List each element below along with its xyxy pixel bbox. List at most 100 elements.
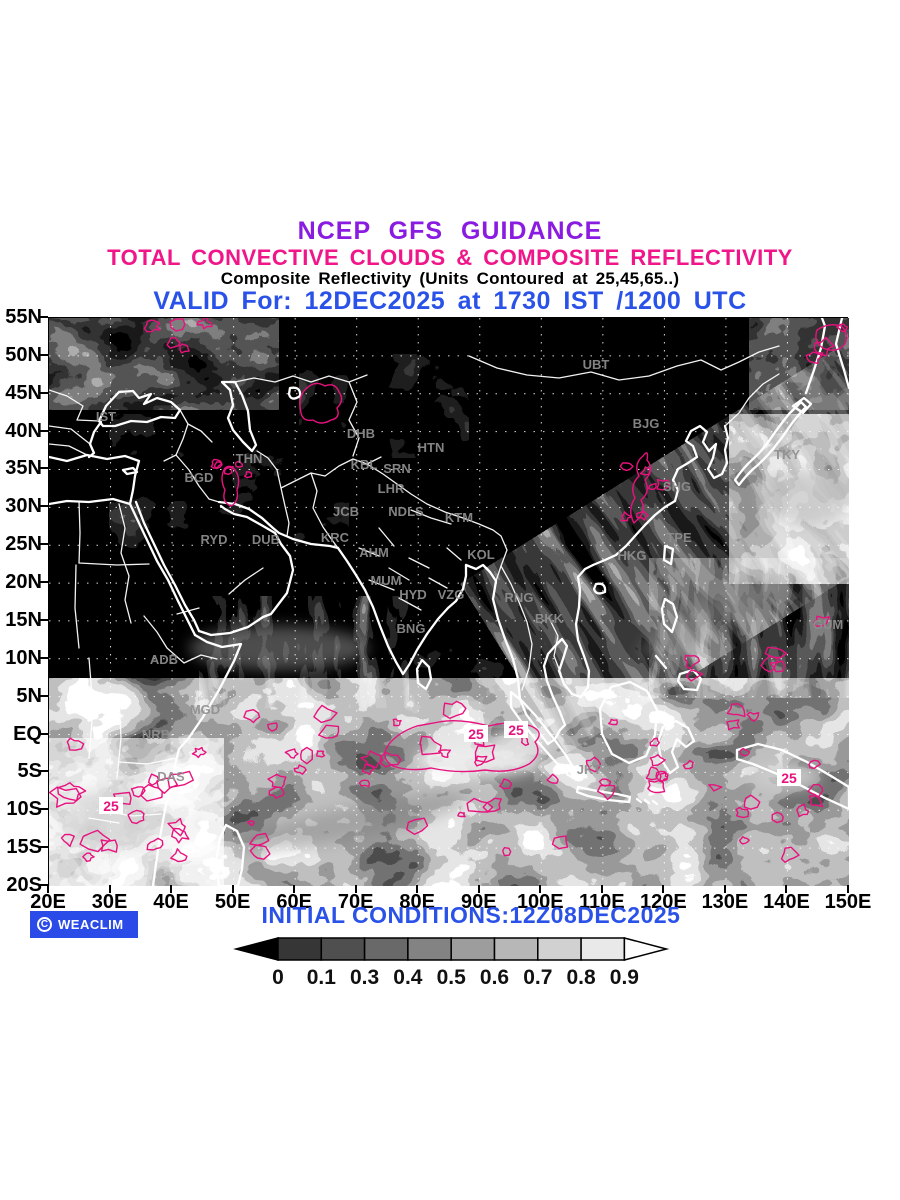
colorbar-segment bbox=[537, 937, 582, 961]
station-label-KOL: KOL bbox=[467, 547, 495, 562]
cloud-fraction-colorbar: 0 0.1 0.3 0.4 0.5 0.6 0.7 0.8 0.9 bbox=[233, 937, 670, 989]
y-axis-tick bbox=[40, 467, 48, 470]
weather-map-svg: IST BGD THN RYD DUB ADB MGD NRB DAS DHB HTN KBL SRN L… bbox=[47, 316, 851, 888]
x-axis-tick bbox=[662, 885, 665, 893]
y-axis-tick bbox=[40, 618, 48, 621]
y-axis-label-5S: 5S bbox=[17, 760, 42, 783]
x-axis-label-30E: 30E bbox=[91, 891, 128, 913]
x-axis-label-100E: 100E bbox=[516, 891, 564, 913]
station-label-HKG: HKG bbox=[618, 548, 647, 563]
y-axis-tick bbox=[40, 846, 48, 849]
x-axis-tick bbox=[785, 885, 788, 893]
colorbar-tick-label: 0.3 bbox=[350, 966, 379, 989]
station-label-NRB: NRB bbox=[142, 727, 170, 742]
border-lines bbox=[48, 345, 780, 824]
y-axis-tick bbox=[40, 694, 48, 697]
station-label-MUM: MUM bbox=[370, 573, 401, 588]
colorbar-segment bbox=[277, 937, 323, 961]
contour-label-box bbox=[99, 797, 123, 814]
subtitle-units: Composite Reflectivity (Units Contoured … bbox=[220, 269, 680, 288]
x-axis-label-70E: 70E bbox=[337, 891, 374, 913]
contour-value-labels: 25 25 25 25 bbox=[99, 721, 801, 814]
y-axis-tick bbox=[40, 770, 48, 773]
weaclim-logo: C WEACLIM bbox=[30, 911, 138, 938]
y-axis-tick bbox=[40, 316, 48, 318]
x-axis-label-20E: 20E bbox=[30, 891, 66, 913]
y-axis-label-20S: 20S bbox=[6, 874, 42, 896]
logo-text: WEACLIM bbox=[58, 917, 124, 932]
contour-label-box bbox=[777, 769, 801, 786]
x-axis-tick bbox=[293, 885, 296, 893]
y-axis-label-45N: 45N bbox=[5, 381, 42, 404]
station-label-MGD: MGD bbox=[190, 702, 220, 717]
station-label-UBT: UBT bbox=[583, 357, 610, 372]
contour-label-25: 25 bbox=[781, 770, 797, 786]
station-label-KBL: KBL bbox=[351, 457, 378, 472]
copyright-icon: C bbox=[37, 917, 52, 932]
initial-conditions-text: INITIAL CONDITIONS:12Z08DEC2025 bbox=[261, 902, 681, 928]
x-axis-tick bbox=[354, 885, 357, 893]
y-axis-tick bbox=[40, 808, 48, 811]
x-axis-tick bbox=[847, 885, 849, 893]
colorbar-tick-label: 0.1 bbox=[307, 966, 337, 989]
coastline-layer bbox=[47, 316, 851, 888]
x-axis-tick bbox=[108, 885, 111, 893]
y-axis-label-25N: 25N bbox=[5, 533, 42, 556]
x-axis-tick bbox=[47, 885, 49, 893]
cloud-layer bbox=[49, 318, 849, 886]
y-axis-label-10N: 10N bbox=[5, 646, 42, 669]
station-label-LHR: LHR bbox=[378, 481, 405, 496]
y-axis-tick bbox=[40, 656, 48, 659]
x-axis-tick bbox=[539, 885, 542, 893]
colorbar-left-arrow bbox=[233, 937, 279, 961]
x-axis-label-80E: 80E bbox=[399, 891, 436, 913]
station-label-IST: IST bbox=[96, 409, 116, 424]
y-axis-label-20N: 20N bbox=[5, 571, 42, 594]
y-axis-tick bbox=[40, 732, 48, 735]
colorbar-segment bbox=[363, 937, 409, 961]
station-label-ADB: ADB bbox=[150, 652, 178, 667]
x-axis-label-60E: 60E bbox=[276, 891, 312, 913]
station-label-SRN: SRN bbox=[383, 461, 410, 476]
station-label-AHM: AHM bbox=[359, 545, 389, 560]
valid-time-line: VALID For: 12DEC2025 at 1730 IST /1200 U… bbox=[153, 287, 747, 315]
contour-label-25: 25 bbox=[103, 798, 119, 814]
station-label-RYD: RYD bbox=[201, 532, 228, 547]
x-axis-label-40E: 40E bbox=[153, 891, 189, 913]
x-axis-tick bbox=[477, 885, 480, 893]
station-label-HYD: HYD bbox=[399, 587, 426, 602]
contour-label-25: 25 bbox=[508, 722, 524, 738]
station-label-TKY: TKY bbox=[774, 447, 800, 462]
y-axis-label-30N: 30N bbox=[5, 495, 42, 518]
y-axis-tick bbox=[40, 884, 48, 886]
x-axis-tick bbox=[416, 885, 419, 893]
y-axis-tick bbox=[40, 429, 48, 432]
colorbar-tick-label: 0.8 bbox=[566, 966, 596, 989]
colorbar-segment bbox=[493, 937, 539, 961]
grid-lines bbox=[49, 318, 849, 886]
x-axis-label-90E: 90E bbox=[460, 891, 497, 913]
x-axis-label-120E: 120E bbox=[640, 891, 687, 913]
contour-label-box bbox=[504, 721, 528, 738]
station-label-HTN: HTN bbox=[418, 440, 445, 455]
colorbar-tick-label: 0.9 bbox=[610, 966, 639, 989]
y-axis-tick bbox=[40, 543, 48, 546]
station-label-BNG: BNG bbox=[397, 621, 426, 636]
y-axis-label-15N: 15N bbox=[5, 608, 42, 631]
x-axis-tick bbox=[231, 885, 234, 893]
station-label-RNG: RNG bbox=[505, 590, 534, 605]
y-axis-tick bbox=[40, 391, 48, 394]
station-label-KTM: KTM bbox=[445, 510, 473, 525]
x-axis-label-110E: 110E bbox=[579, 891, 625, 913]
station-label-BKK: BKK bbox=[535, 611, 564, 626]
station-label-DHB: DHB bbox=[347, 426, 375, 441]
station-label-GUM: GUM bbox=[813, 617, 843, 632]
station-label-BGD: BGD bbox=[185, 470, 214, 485]
station-label-JKT: JKT bbox=[577, 762, 602, 777]
y-axis-label-5N: 5N bbox=[16, 684, 42, 707]
map-panel: IST BGD THN RYD DUB ADB MGD NRB DAS DHB HTN KBL SRN L… bbox=[47, 316, 851, 888]
y-axis-label-35N: 35N bbox=[5, 457, 42, 480]
station-label-DUB: DUB bbox=[252, 532, 280, 547]
y-axis-tick bbox=[40, 581, 48, 584]
y-axis-tick bbox=[40, 505, 48, 508]
